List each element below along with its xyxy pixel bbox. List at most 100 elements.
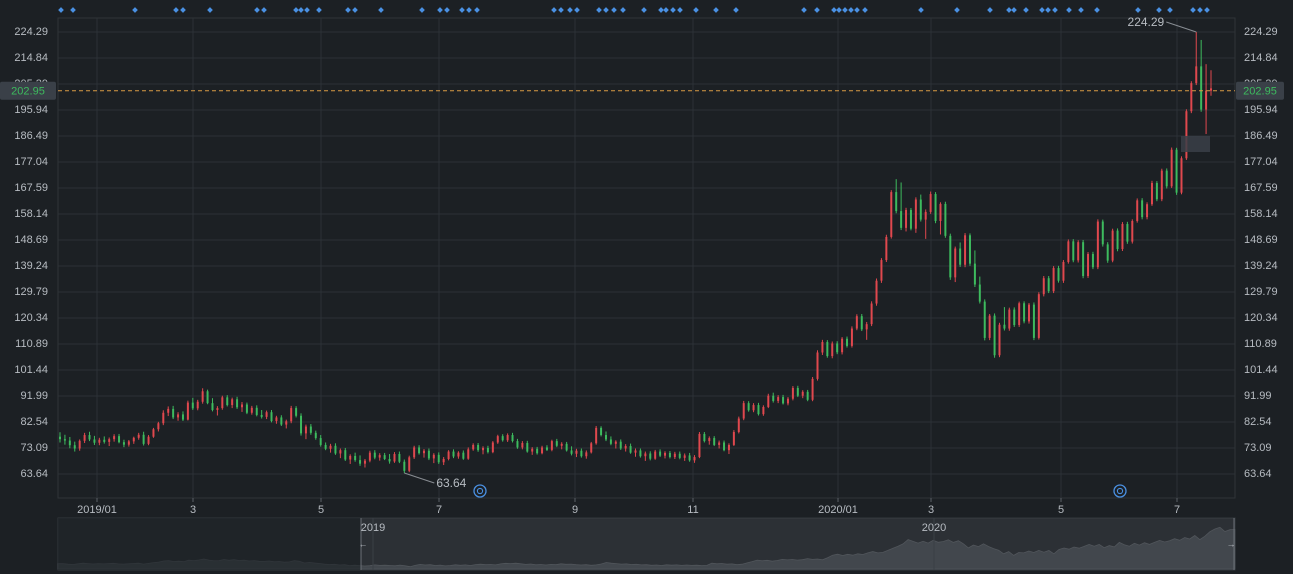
candle[interactable] xyxy=(713,436,716,447)
candle[interactable] xyxy=(403,459,406,474)
event-marker-dot[interactable] xyxy=(713,7,719,13)
candle[interactable] xyxy=(152,427,155,438)
event-marker-dot[interactable] xyxy=(558,7,564,13)
candle[interactable] xyxy=(201,388,204,404)
candle[interactable] xyxy=(1096,219,1099,270)
candle[interactable] xyxy=(1195,32,1198,86)
candle[interactable] xyxy=(875,278,878,306)
candle[interactable] xyxy=(413,445,416,459)
event-marker-dot[interactable] xyxy=(1006,7,1012,13)
candle[interactable] xyxy=(708,436,711,445)
candle[interactable] xyxy=(1101,219,1104,247)
candle[interactable] xyxy=(359,455,362,466)
candle[interactable] xyxy=(157,421,160,432)
candle[interactable] xyxy=(467,447,470,460)
candle[interactable] xyxy=(693,455,696,463)
event-marker-dot[interactable] xyxy=(1078,7,1084,13)
candle[interactable] xyxy=(1165,168,1168,189)
candle[interactable] xyxy=(727,443,730,455)
event-marker-dot[interactable] xyxy=(836,7,842,13)
event-marker-dot[interactable] xyxy=(1190,7,1196,13)
candle[interactable] xyxy=(388,454,391,464)
event-marker-dot[interactable] xyxy=(918,7,924,13)
candle[interactable] xyxy=(604,431,607,442)
candle[interactable] xyxy=(447,450,450,461)
candle[interactable] xyxy=(231,397,234,409)
candle[interactable] xyxy=(634,448,637,457)
candle[interactable] xyxy=(600,426,603,437)
candle[interactable] xyxy=(83,432,86,444)
candle[interactable] xyxy=(531,447,534,455)
candle[interactable] xyxy=(964,233,967,268)
candle[interactable] xyxy=(1126,221,1129,244)
candle[interactable] xyxy=(821,339,824,355)
candle[interactable] xyxy=(1116,228,1119,252)
candle[interactable] xyxy=(826,340,829,358)
event-marker-dot[interactable] xyxy=(1135,7,1141,13)
candle[interactable] xyxy=(73,441,76,452)
candle[interactable] xyxy=(1131,219,1134,244)
candle[interactable] xyxy=(181,411,184,422)
candle[interactable] xyxy=(373,450,376,460)
candle[interactable] xyxy=(432,453,435,464)
candle[interactable] xyxy=(501,434,504,442)
candle[interactable] xyxy=(260,410,263,419)
candle[interactable] xyxy=(221,395,224,410)
event-marker-dot[interactable] xyxy=(987,7,993,13)
candle[interactable] xyxy=(1082,239,1085,279)
candle[interactable] xyxy=(1028,302,1031,324)
candle[interactable] xyxy=(418,445,421,455)
event-marker-dot[interactable] xyxy=(854,7,860,13)
candle[interactable] xyxy=(1205,64,1208,135)
candle[interactable] xyxy=(870,301,873,327)
candle[interactable] xyxy=(1160,168,1163,202)
candle[interactable] xyxy=(865,321,868,340)
candle[interactable] xyxy=(1018,301,1021,327)
candle[interactable] xyxy=(649,451,652,461)
candle[interactable] xyxy=(118,433,121,444)
candle[interactable] xyxy=(1013,307,1016,327)
candle[interactable] xyxy=(570,446,573,456)
candle[interactable] xyxy=(791,386,794,401)
candle[interactable] xyxy=(1200,39,1203,112)
candle[interactable] xyxy=(1136,198,1139,223)
candle[interactable] xyxy=(545,445,548,451)
candle[interactable] xyxy=(1032,302,1035,341)
candle[interactable] xyxy=(580,448,583,458)
candle[interactable] xyxy=(757,402,760,416)
candle[interactable] xyxy=(127,439,130,447)
candle[interactable] xyxy=(723,440,726,452)
candle[interactable] xyxy=(590,441,593,454)
candle[interactable] xyxy=(122,439,125,448)
candle[interactable] xyxy=(1091,251,1094,270)
candle[interactable] xyxy=(265,410,268,420)
candle[interactable] xyxy=(890,190,893,239)
candle[interactable] xyxy=(924,209,927,239)
candle[interactable] xyxy=(452,449,455,459)
candle[interactable] xyxy=(550,439,553,452)
candle[interactable] xyxy=(1210,70,1212,96)
candle[interactable] xyxy=(654,449,657,460)
candle[interactable] xyxy=(250,405,253,415)
candle[interactable] xyxy=(585,450,588,459)
candle[interactable] xyxy=(811,376,814,402)
candle[interactable] xyxy=(541,445,544,455)
candle[interactable] xyxy=(624,444,627,452)
candle[interactable] xyxy=(959,242,962,267)
candle[interactable] xyxy=(988,313,991,341)
candle[interactable] xyxy=(1180,156,1183,195)
candle[interactable] xyxy=(482,446,485,455)
candle[interactable] xyxy=(664,451,667,459)
candle[interactable] xyxy=(678,451,681,460)
candle[interactable] xyxy=(846,336,849,348)
candle[interactable] xyxy=(1047,276,1050,294)
event-marker-dot[interactable] xyxy=(620,7,626,13)
candle[interactable] xyxy=(914,197,917,233)
candle[interactable] xyxy=(491,441,494,454)
candle[interactable] xyxy=(422,449,425,458)
candle[interactable] xyxy=(816,350,819,381)
candle[interactable] xyxy=(703,432,706,443)
candle[interactable] xyxy=(855,314,858,331)
candle[interactable] xyxy=(309,424,312,435)
candle[interactable] xyxy=(1067,239,1070,264)
